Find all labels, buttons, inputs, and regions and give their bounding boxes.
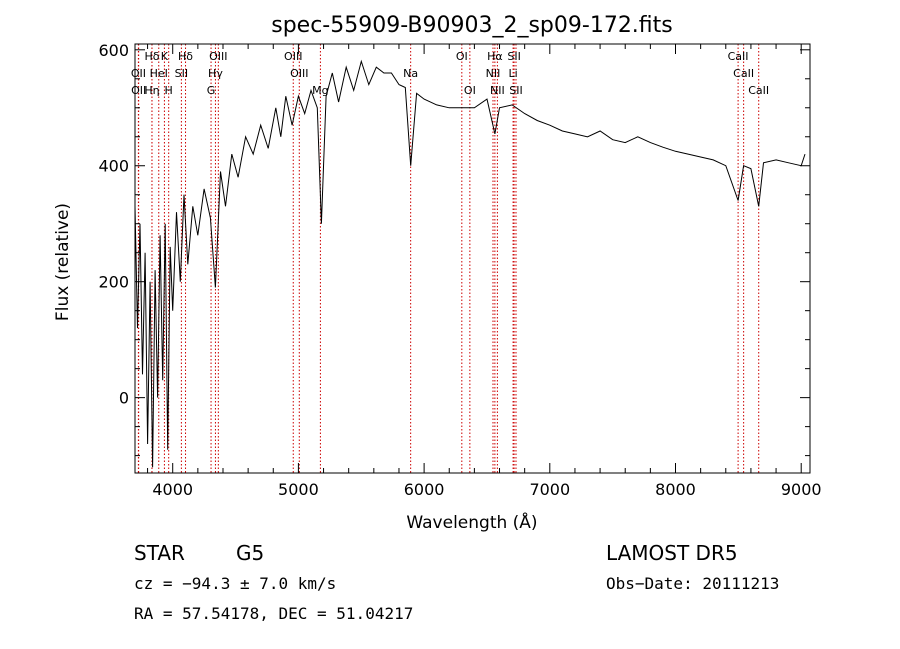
line-marker-label: OIII [290,67,308,80]
line-marker-label: OIII [209,50,227,63]
line-marker-label: H [165,84,173,97]
y-tick-label: 600 [98,41,129,60]
line-marker-label: Hη [144,84,159,97]
x-tick-label: 5000 [278,480,319,499]
line-marker-label: Hδ [178,50,193,63]
survey-name: LAMOST DR5 [606,541,738,565]
redshift-velocity: cz = −94.3 ± 7.0 km/s [134,574,336,593]
line-marker-label: SII [175,67,188,80]
x-tick-label: 9000 [781,480,822,499]
x-tick-label: 7000 [529,480,570,499]
line-marker-label: NII [490,84,505,97]
line-marker-label: K [161,50,169,63]
y-tick-label: 0 [119,389,129,408]
line-marker-label: OII [131,67,146,80]
line-marker-label: Hδ [144,50,159,63]
x-axis-title: Wavelength (Å) [406,511,537,533]
object-subclass: G5 [236,541,264,565]
line-marker-label: OIII [284,50,302,63]
line-marker-label: CaII [748,84,769,97]
line-marker-label: OI [464,84,476,97]
line-marker-label: SII [507,50,520,63]
spectrum-line [134,59,806,468]
y-axis-ticks: 0 200 400 600 [98,41,810,457]
line-marker-label: OI [456,50,468,63]
line-marker-label: Li [509,67,518,80]
line-markers [137,44,760,473]
coordinates: RA = 57.54178, DEC = 51.04217 [134,604,413,623]
line-marker-label: NII [486,67,501,80]
chart-title: spec-55909-B90903_2_sp09-172.fits [271,13,673,38]
line-marker-label: Na [403,67,418,80]
x-tick-label: 4000 [152,480,193,499]
line-marker-label: SII [509,84,522,97]
plot-frame [134,43,811,474]
object-class: STAR [134,541,185,565]
line-marker-label: CaII [728,50,749,63]
line-marker-label: Hγ [208,67,223,80]
y-tick-label: 200 [98,273,129,292]
x-axis-ticks: 4000 5000 6000 7000 8000 9000 [147,44,822,499]
x-tick-label: 6000 [404,480,445,499]
y-axis-title: Flux (relative) [53,203,73,321]
x-tick-label: 8000 [655,480,696,499]
line-marker-label: Hα [487,50,503,63]
observation-date: Obs−Date: 20111213 [606,574,779,593]
y-tick-label: 400 [98,157,129,176]
line-marker-label: HeI [150,67,168,80]
line-marker-label: CaII [733,67,754,80]
line-marker-label: Mg [312,84,328,97]
line-marker-label: G [207,84,216,97]
